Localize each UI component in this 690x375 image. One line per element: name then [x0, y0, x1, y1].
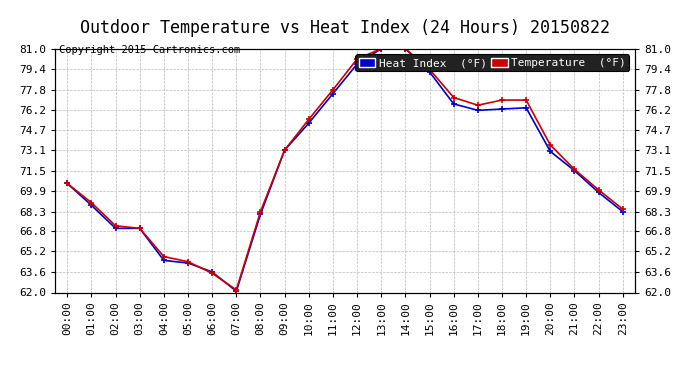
Legend: Heat Index  (°F), Temperature  (°F): Heat Index (°F), Temperature (°F) — [355, 54, 629, 71]
Text: Outdoor Temperature vs Heat Index (24 Hours) 20150822: Outdoor Temperature vs Heat Index (24 Ho… — [80, 19, 610, 37]
Text: Copyright 2015 Cartronics.com: Copyright 2015 Cartronics.com — [59, 45, 240, 55]
